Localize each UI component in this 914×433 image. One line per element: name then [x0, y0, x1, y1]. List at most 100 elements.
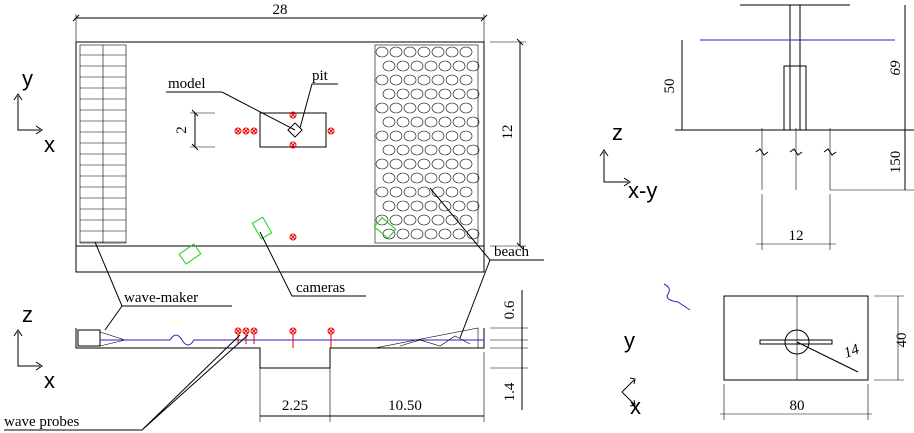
label: wave probes	[4, 414, 80, 430]
stone	[411, 173, 423, 183]
stone	[418, 47, 430, 57]
stone	[460, 103, 472, 113]
stone	[460, 187, 472, 197]
stone	[425, 89, 437, 99]
stone	[453, 61, 465, 71]
pile-detail: 50 69 150 12 z x-y	[600, 5, 914, 250]
stone	[439, 173, 451, 183]
stone	[376, 103, 388, 113]
stone	[432, 75, 444, 85]
stone	[397, 145, 409, 155]
stone	[460, 47, 472, 57]
stone	[418, 75, 430, 85]
stone	[390, 215, 402, 225]
axis-label: x	[630, 394, 641, 419]
stone	[376, 131, 388, 141]
stone	[376, 47, 388, 57]
stone	[397, 61, 409, 71]
stone	[446, 47, 458, 57]
stone	[376, 75, 388, 85]
stone	[460, 75, 472, 85]
stone	[467, 145, 479, 155]
label: pit	[312, 68, 329, 84]
dimension: 40	[894, 333, 910, 348]
stone	[411, 229, 423, 239]
stone	[383, 145, 395, 155]
stone	[432, 215, 444, 225]
stone	[425, 201, 437, 211]
stone	[467, 201, 479, 211]
label: beach	[494, 244, 529, 260]
stone	[397, 173, 409, 183]
stone	[432, 131, 444, 141]
stone	[432, 159, 444, 169]
stone	[446, 187, 458, 197]
stone	[460, 215, 472, 225]
stone	[446, 159, 458, 169]
stone	[453, 117, 465, 127]
stone	[390, 103, 402, 113]
stone	[411, 145, 423, 155]
stone	[376, 159, 388, 169]
stone	[432, 47, 444, 57]
stone	[404, 75, 416, 85]
stone	[383, 117, 395, 127]
stone	[411, 89, 423, 99]
stone	[404, 159, 416, 169]
stone	[390, 47, 402, 57]
plan-view: 28 12 2 model pit beach cameras y x	[14, 2, 544, 338]
stone	[390, 75, 402, 85]
stone	[390, 131, 402, 141]
stone	[446, 131, 458, 141]
label: cameras	[296, 280, 345, 296]
stone	[439, 61, 451, 71]
label: model	[168, 76, 206, 92]
stone	[397, 229, 409, 239]
stone	[390, 187, 402, 197]
dimension: 50	[662, 79, 678, 94]
stone	[467, 89, 479, 99]
stone	[467, 173, 479, 183]
stone	[439, 229, 451, 239]
dimension: 28	[273, 2, 288, 18]
stone	[404, 187, 416, 197]
stone	[446, 103, 458, 113]
stone	[418, 215, 430, 225]
axis-label: x	[44, 368, 55, 393]
stone	[453, 173, 465, 183]
axis-label: x	[44, 132, 55, 157]
stone	[418, 131, 430, 141]
dimension: 12	[789, 228, 804, 244]
page: 28 12 2 model pit beach cameras y x 0.6 …	[0, 0, 914, 433]
stone	[376, 187, 388, 197]
stone	[404, 103, 416, 113]
axis-label: y	[22, 66, 33, 91]
stone	[439, 117, 451, 127]
axis-label: z	[22, 302, 33, 327]
dimension: 10.50	[388, 398, 422, 414]
stone	[397, 89, 409, 99]
stone	[460, 131, 472, 141]
stone	[383, 201, 395, 211]
diagram: 28 12 2 model pit beach cameras y x 0.6 …	[0, 0, 914, 433]
stone	[467, 117, 479, 127]
stone	[439, 145, 451, 155]
dimension: 69	[888, 60, 904, 76]
dimension: 0.6	[502, 300, 518, 319]
stone	[425, 229, 437, 239]
side-view: 0.6 1.4 2.25 10.50 wave-maker wave probe…	[4, 242, 528, 430]
stone	[460, 159, 472, 169]
stone	[397, 117, 409, 127]
stone	[383, 173, 395, 183]
stone	[453, 89, 465, 99]
stone	[453, 145, 465, 155]
stone	[418, 103, 430, 113]
stone	[397, 201, 409, 211]
dimension: 150	[888, 151, 904, 174]
stone	[453, 201, 465, 211]
stone	[404, 47, 416, 57]
stone	[425, 61, 437, 71]
stone	[383, 89, 395, 99]
stone	[411, 117, 423, 127]
label: wave-maker	[124, 290, 198, 306]
